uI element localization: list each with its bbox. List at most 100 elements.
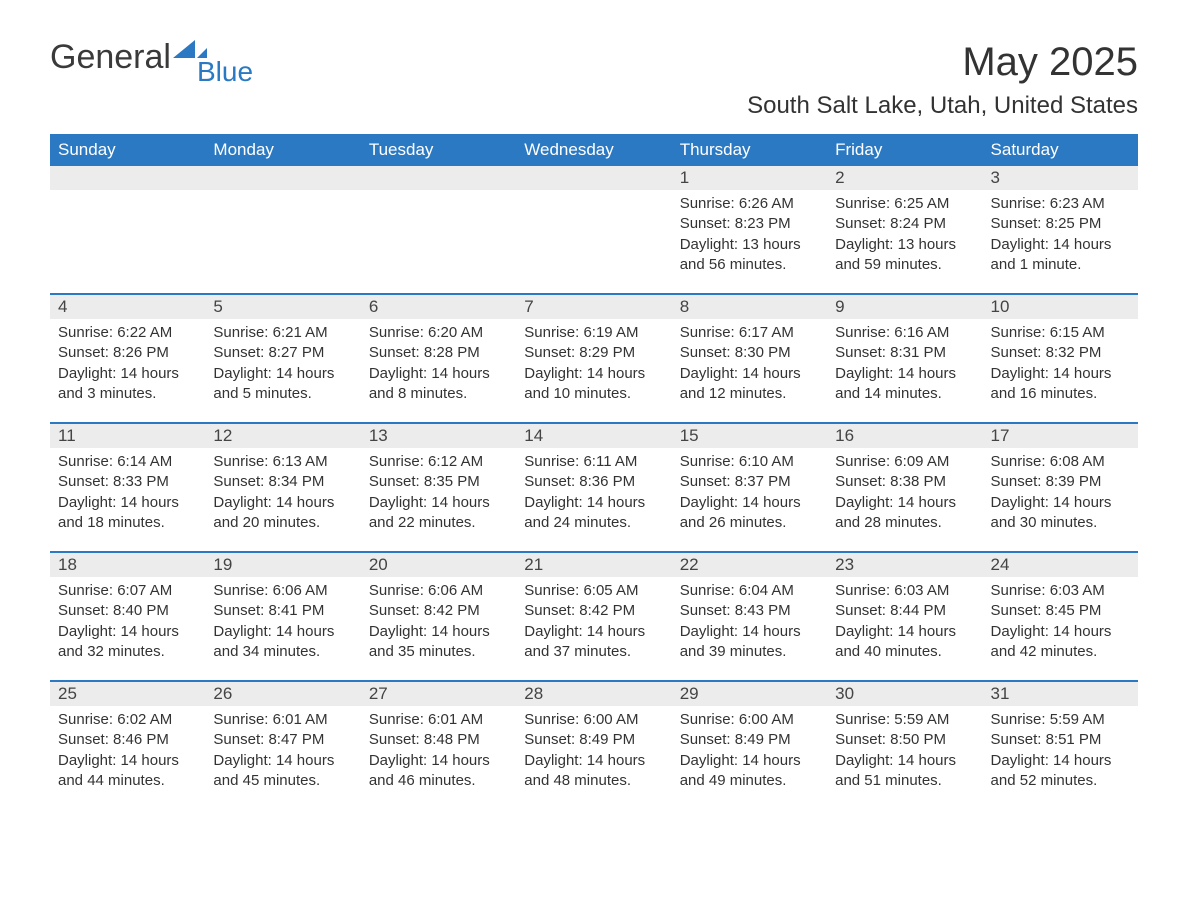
sunset-text: Sunset: 8:47 PM xyxy=(213,730,352,750)
sunrise-text: Sunrise: 6:00 AM xyxy=(524,710,663,730)
location-subtitle: South Salt Lake, Utah, United States xyxy=(50,92,1138,120)
brand-text-gray: General xyxy=(50,40,171,74)
sunset-text: Sunset: 8:49 PM xyxy=(524,730,663,750)
sunset-text: Sunset: 8:31 PM xyxy=(835,343,974,363)
page-title: May 2025 xyxy=(962,40,1138,85)
daylight1-text: Daylight: 14 hours xyxy=(369,622,508,642)
daylight2-text: and 39 minutes. xyxy=(680,642,819,662)
calendar-cell: 12Sunrise: 6:13 AMSunset: 8:34 PMDayligh… xyxy=(205,424,360,552)
calendar-cell: 30Sunrise: 5:59 AMSunset: 8:50 PMDayligh… xyxy=(827,682,982,810)
sunset-text: Sunset: 8:49 PM xyxy=(680,730,819,750)
daylight2-text: and 28 minutes. xyxy=(835,513,974,533)
sunrise-text: Sunrise: 6:22 AM xyxy=(58,323,197,343)
day-details: Sunrise: 6:02 AMSunset: 8:46 PMDaylight:… xyxy=(50,706,205,799)
day-number: 20 xyxy=(361,553,516,577)
day-number: 24 xyxy=(983,553,1138,577)
daylight1-text: Daylight: 13 hours xyxy=(680,235,819,255)
sunrise-text: Sunrise: 6:06 AM xyxy=(369,581,508,601)
calendar-cell xyxy=(205,166,360,294)
daylight1-text: Daylight: 14 hours xyxy=(213,364,352,384)
day-header: Monday xyxy=(205,134,360,166)
day-details: Sunrise: 6:17 AMSunset: 8:30 PMDaylight:… xyxy=(672,319,827,412)
daylight2-text: and 51 minutes. xyxy=(835,771,974,791)
day-details: Sunrise: 6:23 AMSunset: 8:25 PMDaylight:… xyxy=(983,190,1138,283)
sunrise-text: Sunrise: 6:20 AM xyxy=(369,323,508,343)
sunset-text: Sunset: 8:25 PM xyxy=(991,214,1130,234)
calendar-cell: 22Sunrise: 6:04 AMSunset: 8:43 PMDayligh… xyxy=(672,553,827,681)
sunrise-text: Sunrise: 6:09 AM xyxy=(835,452,974,472)
daylight1-text: Daylight: 14 hours xyxy=(991,493,1130,513)
sunset-text: Sunset: 8:24 PM xyxy=(835,214,974,234)
brand-text-blue: Blue xyxy=(197,58,253,86)
day-number: 1 xyxy=(672,166,827,190)
sunset-text: Sunset: 8:41 PM xyxy=(213,601,352,621)
day-details: Sunrise: 6:00 AMSunset: 8:49 PMDaylight:… xyxy=(516,706,671,799)
day-details: Sunrise: 6:21 AMSunset: 8:27 PMDaylight:… xyxy=(205,319,360,412)
sunrise-text: Sunrise: 6:14 AM xyxy=(58,452,197,472)
day-number: 17 xyxy=(983,424,1138,448)
daylight1-text: Daylight: 14 hours xyxy=(524,622,663,642)
sunrise-text: Sunrise: 6:19 AM xyxy=(524,323,663,343)
daylight2-text: and 40 minutes. xyxy=(835,642,974,662)
sunrise-text: Sunrise: 6:12 AM xyxy=(369,452,508,472)
day-header: Wednesday xyxy=(516,134,671,166)
day-details: Sunrise: 6:20 AMSunset: 8:28 PMDaylight:… xyxy=(361,319,516,412)
sunrise-text: Sunrise: 6:13 AM xyxy=(213,452,352,472)
day-details: Sunrise: 6:05 AMSunset: 8:42 PMDaylight:… xyxy=(516,577,671,670)
calendar-cell: 6Sunrise: 6:20 AMSunset: 8:28 PMDaylight… xyxy=(361,295,516,423)
day-number: 10 xyxy=(983,295,1138,319)
day-number: 30 xyxy=(827,682,982,706)
day-number: 29 xyxy=(672,682,827,706)
sunrise-text: Sunrise: 6:25 AM xyxy=(835,194,974,214)
sunset-text: Sunset: 8:45 PM xyxy=(991,601,1130,621)
sunset-text: Sunset: 8:35 PM xyxy=(369,472,508,492)
calendar-cell: 9Sunrise: 6:16 AMSunset: 8:31 PMDaylight… xyxy=(827,295,982,423)
daylight1-text: Daylight: 14 hours xyxy=(213,751,352,771)
calendar-week: 25Sunrise: 6:02 AMSunset: 8:46 PMDayligh… xyxy=(50,682,1138,810)
daylight1-text: Daylight: 14 hours xyxy=(680,622,819,642)
daylight2-text: and 44 minutes. xyxy=(58,771,197,791)
calendar-cell: 3Sunrise: 6:23 AMSunset: 8:25 PMDaylight… xyxy=(983,166,1138,294)
daylight2-text: and 59 minutes. xyxy=(835,255,974,275)
daylight2-text: and 26 minutes. xyxy=(680,513,819,533)
day-number: 14 xyxy=(516,424,671,448)
calendar-cell: 2Sunrise: 6:25 AMSunset: 8:24 PMDaylight… xyxy=(827,166,982,294)
calendar-cell: 17Sunrise: 6:08 AMSunset: 8:39 PMDayligh… xyxy=(983,424,1138,552)
day-details: Sunrise: 6:15 AMSunset: 8:32 PMDaylight:… xyxy=(983,319,1138,412)
day-details: Sunrise: 6:11 AMSunset: 8:36 PMDaylight:… xyxy=(516,448,671,541)
calendar-week: 4Sunrise: 6:22 AMSunset: 8:26 PMDaylight… xyxy=(50,295,1138,423)
calendar-cell: 11Sunrise: 6:14 AMSunset: 8:33 PMDayligh… xyxy=(50,424,205,552)
sunrise-text: Sunrise: 6:00 AM xyxy=(680,710,819,730)
day-details: Sunrise: 6:13 AMSunset: 8:34 PMDaylight:… xyxy=(205,448,360,541)
calendar-cell: 25Sunrise: 6:02 AMSunset: 8:46 PMDayligh… xyxy=(50,682,205,810)
daylight1-text: Daylight: 14 hours xyxy=(58,493,197,513)
calendar-cell xyxy=(361,166,516,294)
daylight2-text: and 30 minutes. xyxy=(991,513,1130,533)
day-details: Sunrise: 6:09 AMSunset: 8:38 PMDaylight:… xyxy=(827,448,982,541)
day-number-empty xyxy=(516,166,671,190)
sunrise-text: Sunrise: 6:23 AM xyxy=(991,194,1130,214)
calendar-cell: 24Sunrise: 6:03 AMSunset: 8:45 PMDayligh… xyxy=(983,553,1138,681)
day-details: Sunrise: 6:19 AMSunset: 8:29 PMDaylight:… xyxy=(516,319,671,412)
daylight1-text: Daylight: 14 hours xyxy=(680,751,819,771)
sunset-text: Sunset: 8:48 PM xyxy=(369,730,508,750)
sunset-text: Sunset: 8:42 PM xyxy=(369,601,508,621)
daylight1-text: Daylight: 14 hours xyxy=(835,364,974,384)
calendar-cell: 23Sunrise: 6:03 AMSunset: 8:44 PMDayligh… xyxy=(827,553,982,681)
day-details: Sunrise: 6:10 AMSunset: 8:37 PMDaylight:… xyxy=(672,448,827,541)
day-details: Sunrise: 6:16 AMSunset: 8:31 PMDaylight:… xyxy=(827,319,982,412)
calendar-cell: 16Sunrise: 6:09 AMSunset: 8:38 PMDayligh… xyxy=(827,424,982,552)
day-number: 25 xyxy=(50,682,205,706)
calendar-cell: 8Sunrise: 6:17 AMSunset: 8:30 PMDaylight… xyxy=(672,295,827,423)
calendar-cell: 28Sunrise: 6:00 AMSunset: 8:49 PMDayligh… xyxy=(516,682,671,810)
daylight2-text: and 14 minutes. xyxy=(835,384,974,404)
daylight2-text: and 3 minutes. xyxy=(58,384,197,404)
daylight2-text: and 12 minutes. xyxy=(680,384,819,404)
daylight1-text: Daylight: 14 hours xyxy=(991,751,1130,771)
day-number: 5 xyxy=(205,295,360,319)
daylight2-text: and 24 minutes. xyxy=(524,513,663,533)
calendar-cell xyxy=(50,166,205,294)
calendar-cell: 5Sunrise: 6:21 AMSunset: 8:27 PMDaylight… xyxy=(205,295,360,423)
day-number: 16 xyxy=(827,424,982,448)
day-details: Sunrise: 6:00 AMSunset: 8:49 PMDaylight:… xyxy=(672,706,827,799)
